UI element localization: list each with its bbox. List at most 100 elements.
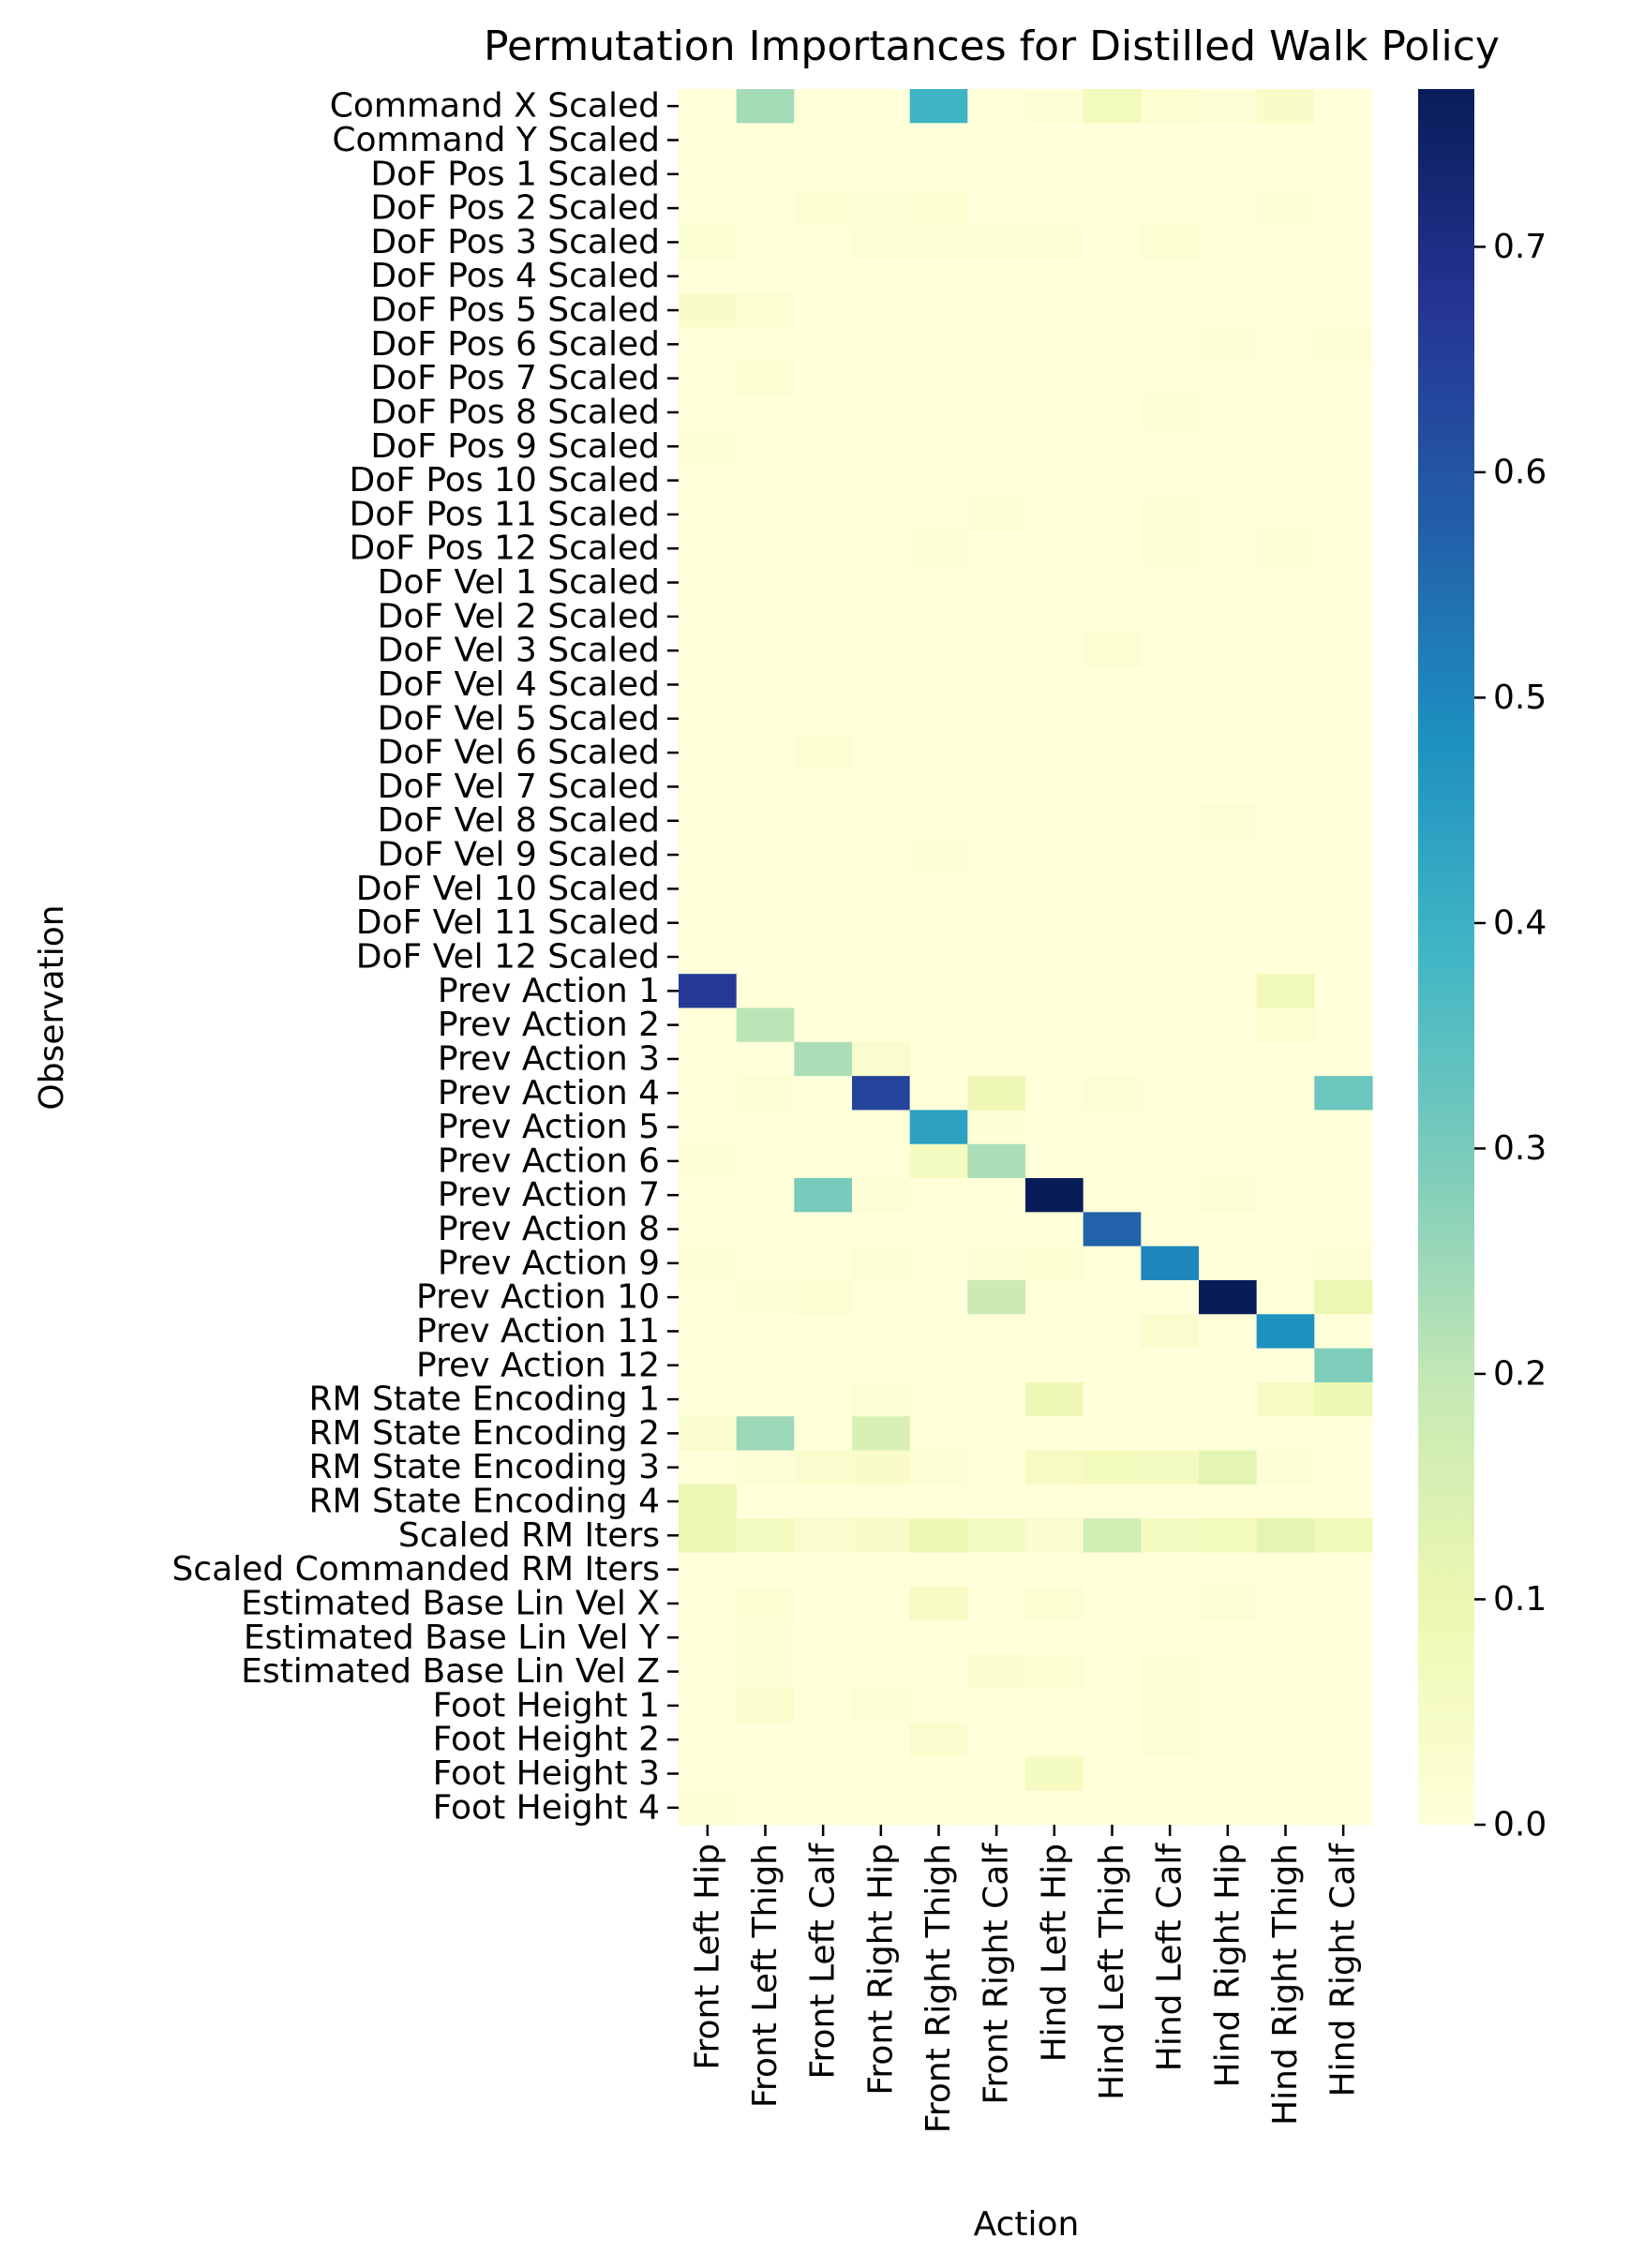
- heatmap-cell: [736, 1007, 795, 1043]
- heatmap-cell: [1141, 361, 1200, 396]
- heatmap-cell: [852, 565, 911, 601]
- heatmap-cell: [679, 1654, 738, 1690]
- heatmap-cell: [1141, 1246, 1200, 1281]
- heatmap-cell: [1256, 939, 1315, 975]
- heatmap-cell: [909, 735, 968, 770]
- x-tick-label: Front Right Calf: [978, 1843, 1016, 2105]
- heatmap-cell: [679, 1007, 738, 1043]
- heatmap-cell: [1083, 974, 1142, 1009]
- heatmap-cell: [852, 769, 911, 805]
- heatmap-cell: [679, 872, 738, 907]
- heatmap-cell: [909, 1654, 968, 1690]
- heatmap-cell: [736, 1723, 795, 1757]
- heatmap-cell: [736, 429, 795, 465]
- heatmap-cell: [1199, 872, 1258, 907]
- heatmap-cell: [679, 1314, 738, 1350]
- heatmap-cell: [967, 1314, 1026, 1350]
- heatmap-cell: [736, 1484, 795, 1519]
- heatmap-cell: [1141, 1110, 1200, 1145]
- heatmap-cell: [852, 735, 911, 770]
- heatmap-cell: [1199, 1143, 1258, 1179]
- heatmap-cell: [852, 1314, 911, 1350]
- heatmap-cell: [1141, 1314, 1200, 1350]
- heatmap-cell: [679, 565, 738, 601]
- y-tick-label: Prev Action 9: [438, 1244, 660, 1282]
- heatmap-cell: [909, 1007, 968, 1043]
- heatmap-cell: [967, 701, 1026, 737]
- heatmap-cell: [1256, 157, 1315, 192]
- heatmap-cell: [1083, 497, 1142, 532]
- heatmap-cell: [1314, 123, 1373, 158]
- y-tick-label: DoF Vel 11 Scaled: [356, 903, 660, 942]
- heatmap-cell: [852, 497, 911, 532]
- heatmap-cell: [1025, 292, 1084, 328]
- heatmap-cell: [852, 1279, 911, 1315]
- heatmap-cell: [1141, 1041, 1200, 1077]
- x-tick-label: Front Left Hip: [688, 1843, 726, 2070]
- heatmap-cell: [1025, 429, 1084, 465]
- heatmap-cell: [909, 89, 968, 124]
- y-tick-label: Prev Action 11: [416, 1312, 660, 1350]
- heatmap-cell: [794, 327, 853, 363]
- heatmap-cell: [909, 1143, 968, 1179]
- y-tick-label: Prev Action 3: [438, 1039, 660, 1078]
- heatmap-cell: [736, 599, 795, 634]
- heatmap-cell: [736, 1041, 795, 1077]
- heatmap-cell: [909, 123, 968, 158]
- heatmap-cell: [1199, 1416, 1258, 1452]
- heatmap-cell: [852, 1654, 911, 1690]
- heatmap-cell: [736, 667, 795, 703]
- heatmap-cell: [1141, 292, 1200, 328]
- y-tick-label: Prev Action 10: [416, 1278, 660, 1317]
- heatmap-cell: [909, 1416, 968, 1452]
- heatmap-cell: [1314, 157, 1373, 192]
- heatmap-cell: [1256, 1688, 1315, 1723]
- heatmap-cell: [1256, 837, 1315, 873]
- heatmap-cell: [736, 1314, 795, 1350]
- heatmap-cell: [1314, 497, 1373, 532]
- y-tick-label: Prev Action 2: [438, 1006, 660, 1044]
- heatmap-cell: [909, 531, 968, 566]
- heatmap-cell: [1025, 1279, 1084, 1315]
- heatmap-cell: [679, 259, 738, 294]
- heatmap-cell: [1199, 1688, 1258, 1723]
- heatmap-cell: [909, 1450, 968, 1485]
- heatmap-cell: [967, 1110, 1026, 1145]
- heatmap-cell: [1314, 259, 1373, 294]
- heatmap-cell: [1314, 1348, 1373, 1383]
- heatmap-cell: [967, 565, 1026, 601]
- heatmap-cell: [1256, 1723, 1315, 1757]
- heatmap-cell: [679, 735, 738, 770]
- heatmap-cell: [1314, 667, 1373, 703]
- heatmap-cell: [1314, 1790, 1373, 1826]
- heatmap-cell: [1199, 259, 1258, 294]
- y-tick-label: Estimated Base Lin Vel Y: [244, 1619, 661, 1657]
- y-tick-label: DoF Pos 1 Scaled: [370, 155, 660, 193]
- heatmap-cell: [1025, 1756, 1084, 1792]
- heatmap-cell: [1083, 157, 1142, 192]
- heatmap-cell: [679, 361, 738, 396]
- y-tick-label: DoF Vel 1 Scaled: [378, 563, 660, 602]
- heatmap-cell: [794, 1723, 853, 1757]
- heatmap-cell: [736, 1110, 795, 1145]
- heatmap-cell: [909, 905, 968, 941]
- heatmap-cell: [852, 939, 911, 975]
- heatmap-cell: [967, 1279, 1026, 1315]
- heatmap-cell: [1256, 1110, 1315, 1145]
- heatmap-cell: [1256, 1246, 1315, 1281]
- heatmap-cell: [679, 1246, 738, 1281]
- heatmap-cell: [736, 803, 795, 839]
- heatmap-cell: [1199, 1279, 1258, 1315]
- heatmap-cell: [1314, 1178, 1373, 1213]
- heatmap-cell: [1025, 872, 1084, 907]
- heatmap-cell: [1199, 361, 1258, 396]
- colorbar-tick-label: 0.1: [1493, 1580, 1547, 1619]
- heatmap-cell: [852, 1212, 911, 1247]
- heatmap-cell: [1199, 974, 1258, 1009]
- heatmap-cell: [1141, 497, 1200, 532]
- heatmap-cell: [1314, 905, 1373, 941]
- heatmap-cell: [1199, 123, 1258, 158]
- heatmap-cell: [1083, 1041, 1142, 1077]
- heatmap-cell: [794, 1076, 853, 1112]
- heatmap-cell: [1025, 1790, 1084, 1826]
